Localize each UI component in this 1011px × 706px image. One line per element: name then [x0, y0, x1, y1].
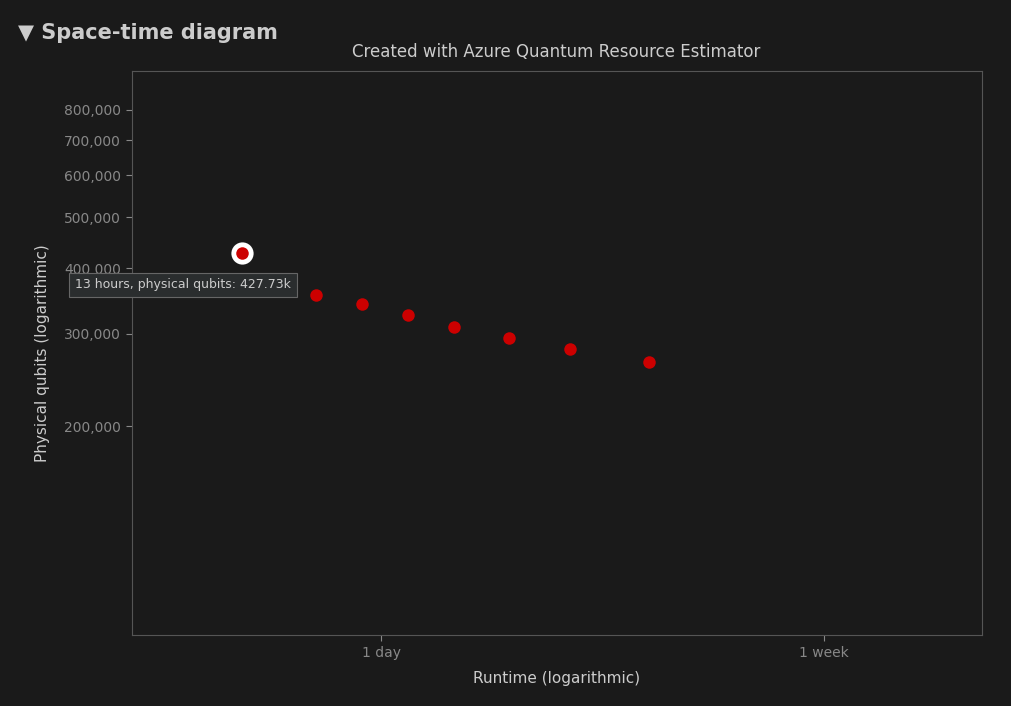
Text: 13 hours, physical qubits: 427.73k: 13 hours, physical qubits: 427.73k: [75, 278, 290, 292]
Text: ▼ Space-time diagram: ▼ Space-time diagram: [18, 23, 278, 43]
Title: Created with Azure Quantum Resource Estimator: Created with Azure Quantum Resource Esti…: [352, 42, 760, 61]
X-axis label: Runtime (logarithmic): Runtime (logarithmic): [472, 671, 640, 686]
Y-axis label: Physical qubits (logarithmic): Physical qubits (logarithmic): [35, 244, 51, 462]
